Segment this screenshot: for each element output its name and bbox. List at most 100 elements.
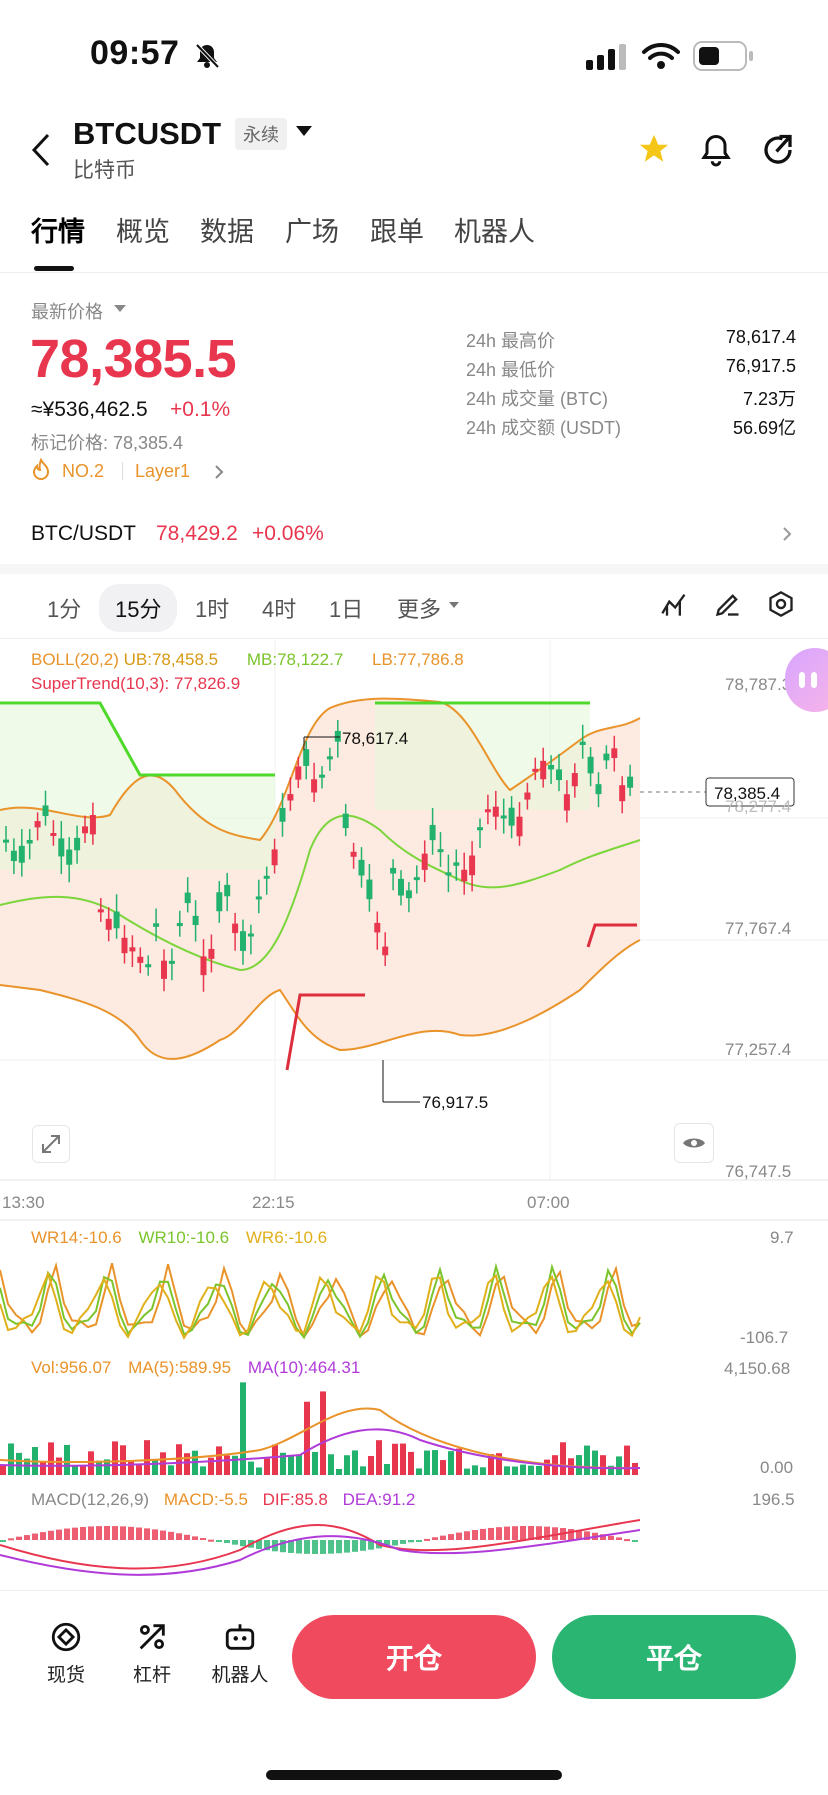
candle-body [153,923,160,927]
candle-body [271,849,278,866]
macd-histogram-bar [464,1531,470,1540]
fullscreen-button[interactable] [32,1125,70,1163]
back-arrow-icon[interactable] [30,132,52,168]
candle-body [548,764,555,770]
interval-15m[interactable]: 15分 [99,584,178,632]
volume-bar [584,1445,590,1475]
candle-body [366,879,373,900]
boll-green-fill [375,705,590,810]
eye-icon [683,1138,705,1148]
floating-assistant-button[interactable] [785,648,828,712]
volume-bar [496,1453,502,1475]
macd-histogram-bar [584,1531,590,1540]
volume-panel [0,1382,641,1475]
bot-label: 机器人 [211,1665,269,1686]
tab-data[interactable]: 数据 [200,217,254,247]
spot-tool[interactable]: 现货 [31,1620,101,1687]
close-position-button[interactable]: 平仓 [552,1615,796,1699]
settings-icon[interactable] [767,590,795,618]
interval-bar: 1分 15分 1时 4时 1日 更多 [0,580,828,632]
tab-bots[interactable]: 机器人 [454,217,535,247]
share-icon[interactable] [760,132,796,168]
candle-body [429,824,436,841]
last-price: 78,385.5 [30,329,237,389]
spot-label: 现货 [46,1665,85,1686]
candle-body [247,933,254,937]
main-tabs: 行情 概览 数据 广场 跟单 机器人 [0,210,828,272]
candlestick-chart[interactable]: 78,617.4 76,917.5 78,385.4 78,787.3 78,2… [0,640,828,1580]
volume-bar [72,1466,78,1475]
category-tag[interactable]: Layer1 [135,461,191,481]
candle-body [97,909,104,913]
tab-overview[interactable]: 概览 [116,217,170,247]
stat-value-high: 78,617.4 [725,327,796,347]
cny-price: ≈¥536,462.5 [31,398,148,421]
candle-body [82,826,88,834]
stat-label-low: 24h 最低价 [466,360,556,380]
macd-histogram-bar [216,1540,222,1542]
interval-1m[interactable]: 1分 [47,597,82,622]
candle-body [516,816,523,837]
volume-bar [296,1454,302,1475]
signal-icon [586,44,626,70]
candle-body [374,922,381,933]
pair-row[interactable]: BTC/USDT 78,429.2 +0.06% [0,500,828,564]
volume-bar [464,1468,470,1475]
pair-change: +0.06% [252,522,324,545]
volume-bar [592,1450,598,1475]
interval-1d[interactable]: 1日 [329,597,364,622]
tab-square[interactable]: 广场 [285,217,339,247]
volume-bar [336,1468,342,1475]
volume-bar [152,1458,158,1475]
price-tick: 77,767.4 [725,919,791,938]
interval-1h[interactable]: 1时 [195,597,230,622]
wr-tick: 9.7 [770,1228,794,1247]
boll-legend: BOLL(20,2) UB:78,458.5 MB:78,122.7 LB:77… [31,650,464,670]
open-position-button[interactable]: 开仓 [292,1615,536,1699]
candle-body [398,878,404,896]
interval-4h[interactable]: 4时 [262,597,297,622]
symbol-title[interactable]: BTCUSDT [73,116,222,151]
indicator-icon[interactable] [660,590,688,618]
candle-body [263,875,270,879]
volume-bar [480,1467,486,1475]
volume-bar [312,1451,318,1475]
time-tick: 13:30 [2,1193,45,1212]
ma5-label: MA(5):589.95 [128,1358,232,1377]
margin-tool[interactable]: 杠杆 [117,1620,187,1687]
volume-bar [288,1455,294,1475]
candle-body [319,774,325,778]
contract-type-badge: 永续 [235,118,287,150]
volume-bar [104,1459,110,1475]
bot-tool[interactable]: 机器人 [204,1620,276,1687]
time-tick: 22:15 [252,1193,295,1212]
interval-more[interactable]: 更多 [397,597,442,622]
time-tick: 07:00 [527,1193,570,1212]
volume-bar [136,1465,142,1475]
bell-icon[interactable] [698,132,734,168]
candle-body [382,946,389,956]
chevron-right-icon[interactable] [214,464,224,480]
latest-price-label[interactable]: 最新价格 [31,302,103,322]
volume-bar [184,1453,190,1475]
macd-panel [0,1519,641,1576]
symbol-name: 比特币 [73,159,136,182]
candle-body [168,960,175,964]
tab-copy-trading[interactable]: 跟单 [370,217,424,247]
candle-body [563,794,570,811]
star-icon[interactable] [636,132,672,166]
boll-lower-line [0,939,641,1060]
macd-histogram-bar [112,1526,118,1540]
pencil-icon[interactable] [714,590,742,618]
tab-market[interactable]: 行情 [31,217,85,247]
wr-line [0,1270,641,1340]
candle-body [326,756,333,760]
candle-body [461,869,468,882]
macd-histogram-bar [432,1537,438,1540]
chevron-down-icon[interactable] [296,126,312,138]
volume-bar [352,1450,358,1475]
visibility-button[interactable] [674,1123,714,1163]
boll-green-fill [0,705,275,870]
candle-body [89,815,96,835]
price-tick: 78,277.4 [725,797,791,816]
